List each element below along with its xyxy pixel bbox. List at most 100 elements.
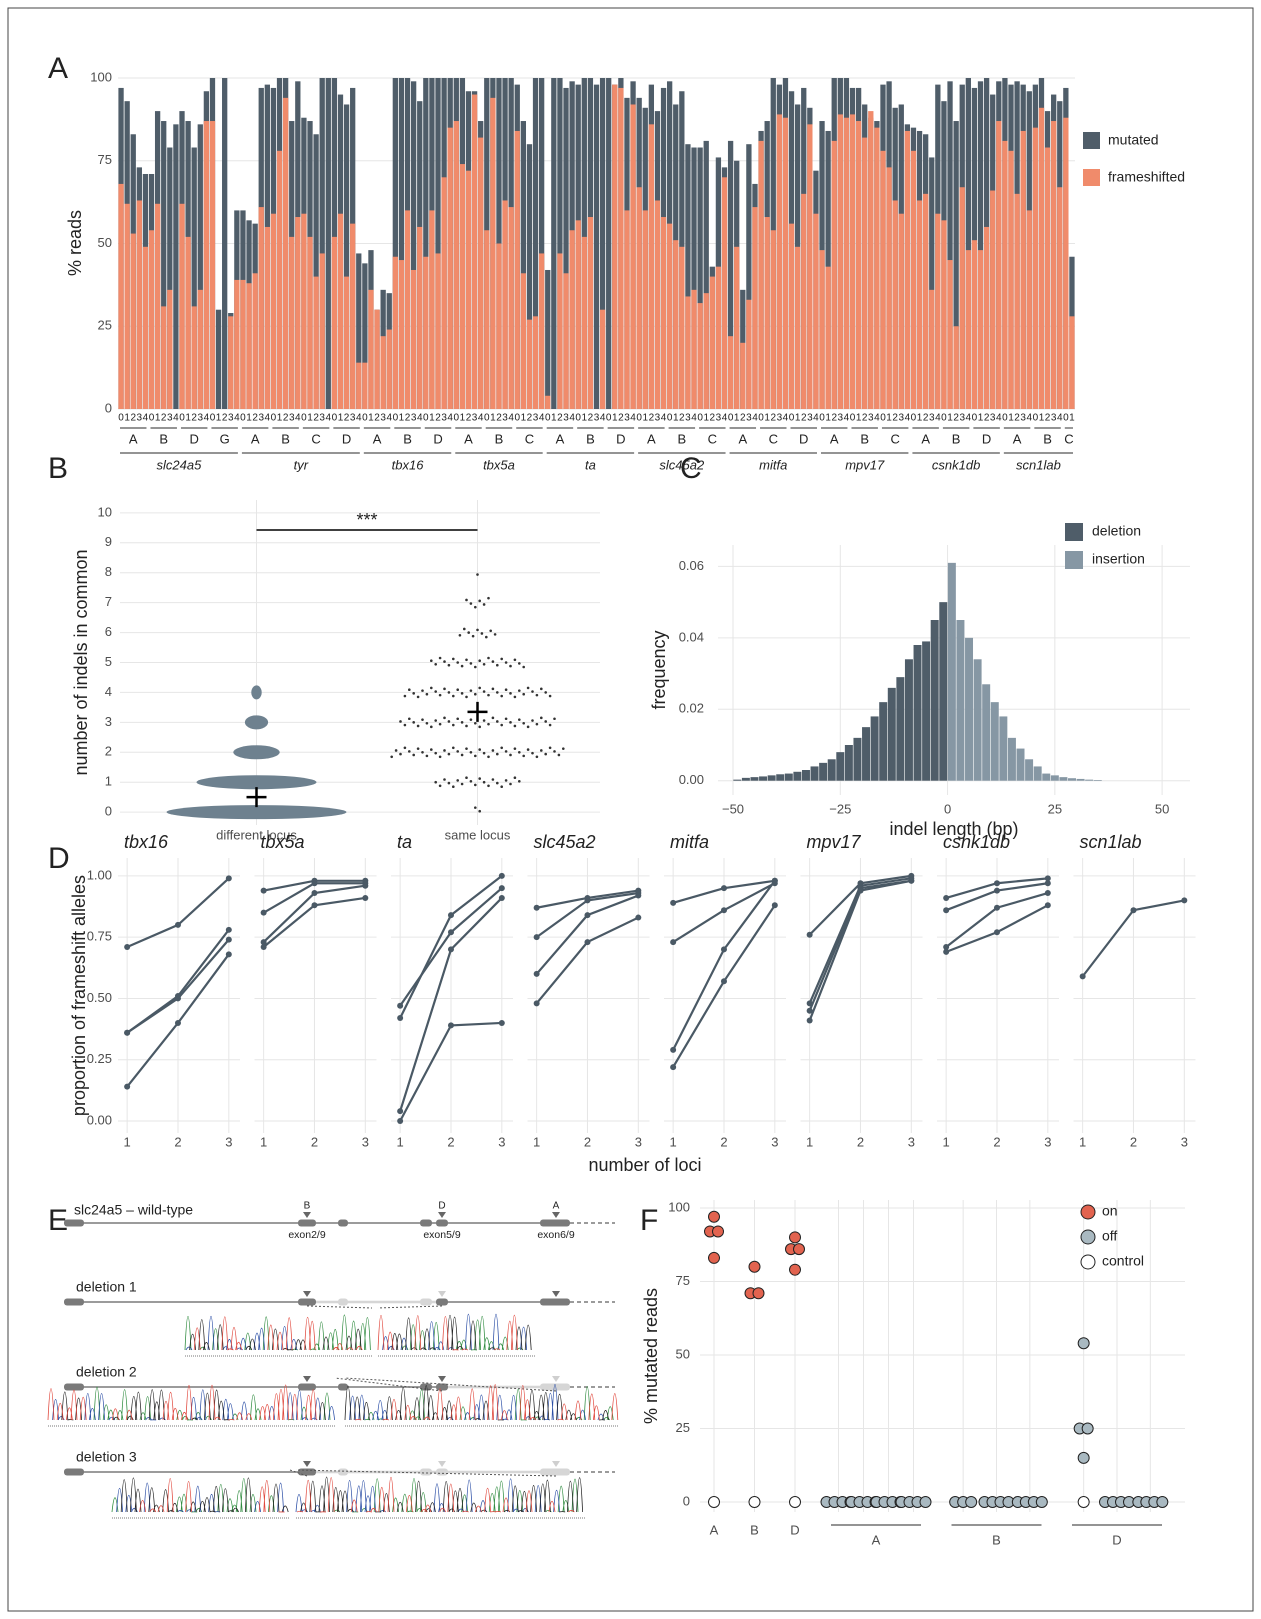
point	[443, 660, 446, 663]
embryo-label: 3	[1020, 413, 1026, 424]
bar	[880, 151, 885, 409]
y-tick-label: 0.06	[679, 558, 704, 573]
bar	[405, 210, 410, 409]
bar	[118, 184, 123, 409]
bar	[527, 320, 532, 409]
locus-label: A	[830, 431, 839, 446]
point	[467, 631, 470, 634]
point	[483, 781, 486, 784]
point	[175, 1020, 181, 1026]
bar	[710, 277, 715, 409]
exon	[420, 1299, 432, 1306]
point	[553, 717, 556, 720]
point	[397, 1118, 403, 1124]
point	[558, 754, 561, 757]
locus-label: B	[495, 431, 504, 446]
point	[226, 937, 232, 943]
point	[421, 751, 424, 754]
histogram-bar	[965, 638, 973, 781]
point	[226, 927, 232, 933]
x-tick-label: 1	[1079, 1134, 1086, 1149]
embryo-label: 2	[405, 413, 411, 424]
point	[670, 1064, 676, 1070]
y-tick-label: 25	[676, 1420, 690, 1435]
bar	[362, 363, 367, 409]
embryo-label: 0	[545, 413, 551, 424]
bar	[131, 234, 136, 409]
violin-slice	[245, 715, 268, 729]
bar	[978, 250, 983, 409]
embryo-label: 3	[380, 413, 386, 424]
exon	[338, 1220, 348, 1227]
bar	[917, 200, 922, 409]
y-tick-label: 0.00	[679, 772, 704, 787]
x-tick-label: 1	[533, 1134, 540, 1149]
bar	[1057, 187, 1062, 409]
bar	[691, 290, 696, 409]
point	[463, 628, 466, 631]
locus-label: A	[647, 431, 656, 446]
chromatogram-trace	[345, 1385, 609, 1420]
point	[452, 695, 455, 698]
point	[487, 755, 490, 758]
point	[417, 696, 420, 699]
point	[709, 1252, 720, 1263]
point	[496, 664, 499, 667]
embryo-label: 4	[356, 413, 362, 424]
bar	[417, 227, 422, 409]
locus-label: A	[464, 431, 473, 446]
legend-marker	[1081, 1230, 1095, 1244]
point	[443, 717, 446, 720]
point	[226, 951, 232, 957]
x-tick-label: 3	[225, 1134, 232, 1149]
point	[496, 782, 499, 785]
site-label: D	[438, 1201, 445, 1212]
bar	[600, 310, 605, 409]
point	[465, 696, 468, 699]
point	[487, 785, 490, 788]
histogram-bar	[896, 677, 904, 781]
legend-swatch	[1083, 132, 1100, 149]
bar	[173, 124, 178, 409]
y-tick-label: 0.02	[679, 701, 704, 716]
point	[478, 777, 481, 780]
histogram-bar	[999, 716, 1007, 780]
point	[1181, 897, 1187, 903]
point	[175, 995, 181, 1001]
embryo-label: 0	[1033, 413, 1039, 424]
point	[362, 883, 368, 889]
exon	[540, 1299, 570, 1306]
point	[487, 597, 490, 600]
exon	[436, 1469, 448, 1476]
bar	[277, 151, 282, 409]
point	[448, 691, 451, 694]
gene-label: csnk1db	[932, 457, 980, 472]
bar	[1039, 108, 1044, 409]
y-axis-label: number of indels in common	[71, 549, 91, 775]
point	[461, 754, 464, 757]
point	[399, 720, 402, 723]
bar	[192, 306, 197, 409]
embryo-label: 1	[825, 413, 831, 424]
histogram-bar	[750, 777, 758, 781]
point	[531, 690, 534, 693]
x-tick-label: 1	[124, 1134, 131, 1149]
embryo-label: 4	[539, 413, 545, 424]
y-tick-label: 75	[676, 1273, 690, 1288]
bar	[234, 280, 239, 409]
bar	[569, 230, 574, 409]
point	[1130, 907, 1136, 913]
bar	[423, 257, 428, 409]
point	[478, 687, 481, 690]
point	[536, 723, 539, 726]
group-label: B	[992, 1532, 1001, 1547]
y-tick-label: 1	[105, 774, 112, 789]
point	[713, 1226, 724, 1237]
point	[514, 659, 517, 662]
point	[492, 688, 495, 691]
point	[540, 688, 543, 691]
bar	[941, 220, 946, 409]
panel-label: B	[48, 452, 68, 485]
embryo-label: 3	[807, 413, 813, 424]
legend-marker	[1081, 1255, 1095, 1269]
